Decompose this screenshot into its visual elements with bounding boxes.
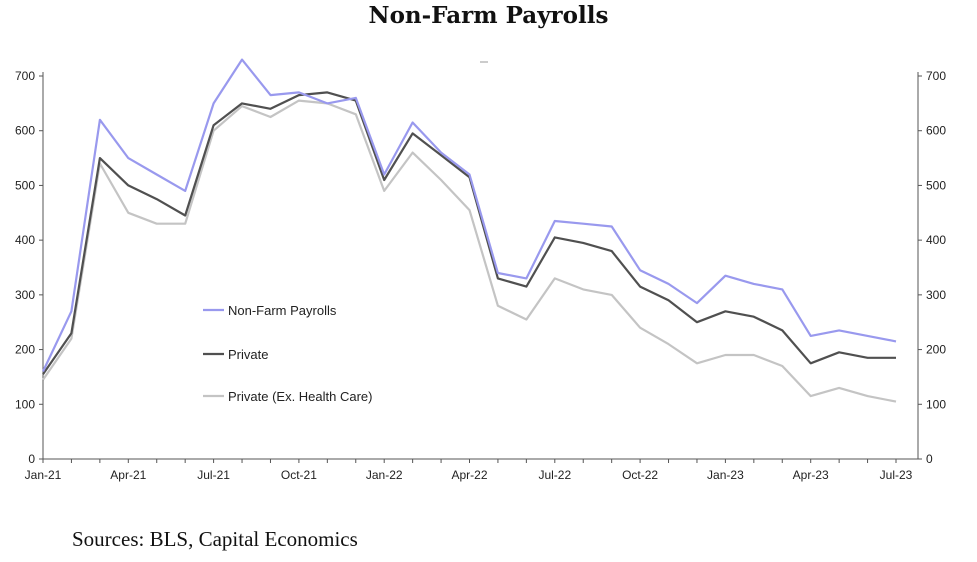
y-tick-label-right: 400 [926, 233, 946, 247]
y-tick-label-right: 500 [926, 178, 946, 192]
y-tick-label-right: 200 [926, 343, 946, 357]
y-tick-label-right: 0 [926, 452, 933, 466]
y-tick-label-left: 300 [15, 288, 35, 302]
y-tick-label-right: 600 [926, 124, 946, 138]
chart-title: Non-Farm Payrolls [368, 2, 609, 29]
y-tick-label-left: 0 [28, 452, 35, 466]
y-tick-label-left: 700 [15, 69, 35, 83]
series-lines [42, 58, 897, 403]
legend-label: Private [228, 347, 268, 362]
x-tick-label: Apr-21 [110, 468, 146, 482]
x-tick-label: Apr-23 [793, 468, 829, 482]
y-tick-label-right: 700 [926, 69, 946, 83]
source-note: Sources: BLS, Capital Economics [72, 527, 358, 551]
x-tick-label: Oct-21 [281, 468, 317, 482]
series-line-0 [42, 58, 897, 372]
y-tick-label-left: 400 [15, 233, 35, 247]
x-tick-label: Oct-22 [622, 468, 658, 482]
x-tick-label: Apr-22 [451, 468, 487, 482]
y-tick-label-left: 100 [15, 397, 35, 411]
y-tick-label-right: 300 [926, 288, 946, 302]
series-line-2 [42, 99, 897, 403]
x-tick-label: Jul-23 [880, 468, 913, 482]
x-tick-label: Jan-21 [25, 468, 62, 482]
y-tick-label-right: 100 [926, 397, 946, 411]
x-tick-label: Jan-22 [366, 468, 403, 482]
y-tick-label-left: 200 [15, 343, 35, 357]
x-tick-label: Jul-22 [538, 468, 571, 482]
x-tick-label: Jul-21 [197, 468, 230, 482]
legend: Non-Farm Payrolls Private Private (Ex. Hea… [203, 303, 373, 404]
y-tick-label-left: 500 [15, 178, 35, 192]
x-tick-label: Jan-23 [707, 468, 744, 482]
series-line-1 [42, 91, 896, 375]
y-tick-label-left: 600 [15, 124, 35, 138]
axes: 0 0 100 100 200 200 300 300 400 400 500 500 600 600 70… [15, 69, 946, 482]
legend-label: Non-Farm Payrolls [228, 303, 337, 318]
legend-label: Private (Ex. Health Care) [228, 389, 373, 404]
